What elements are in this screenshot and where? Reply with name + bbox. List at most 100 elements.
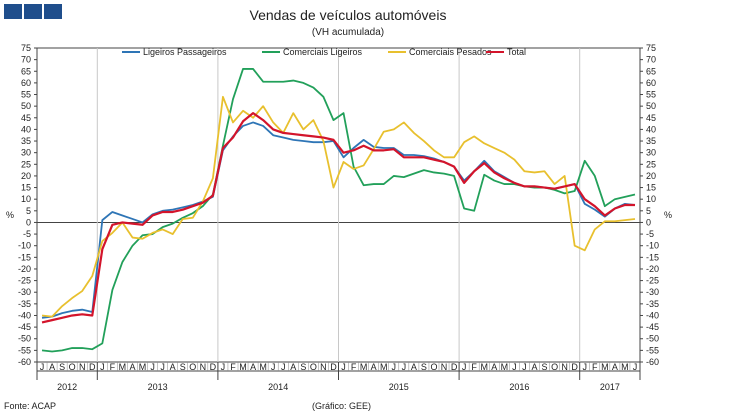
y-tick-label-right: 0 bbox=[646, 217, 651, 227]
y-tick-label-right: 75 bbox=[646, 43, 656, 53]
y-axis-label-right: % bbox=[664, 210, 672, 220]
logo bbox=[4, 4, 62, 19]
y-tick-label-left: 0 bbox=[26, 217, 31, 227]
x-month-label: N bbox=[441, 362, 448, 372]
y-tick-label-left: 45 bbox=[21, 113, 31, 123]
y-tick-label-right: -25 bbox=[646, 276, 659, 286]
y-tick-label-right: 25 bbox=[646, 159, 656, 169]
chart-subtitle: (VH acumulada) bbox=[312, 27, 384, 38]
y-tick-label-right: 60 bbox=[646, 78, 656, 88]
y-tick-label-left: -20 bbox=[18, 264, 31, 274]
x-month-label: A bbox=[411, 362, 417, 372]
x-month-label: M bbox=[139, 362, 147, 372]
y-tick-label-left: 20 bbox=[21, 171, 31, 181]
x-year-label: 2016 bbox=[509, 382, 529, 392]
x-month-label: J bbox=[281, 362, 286, 372]
y-tick-label-right: 40 bbox=[646, 124, 656, 134]
x-month-label: D bbox=[330, 362, 337, 372]
x-month-label: O bbox=[310, 362, 317, 372]
x-month-label: S bbox=[421, 362, 427, 372]
x-month-label: F bbox=[592, 362, 598, 372]
x-month-label: J bbox=[402, 362, 407, 372]
y-tick-label-right: 45 bbox=[646, 113, 656, 123]
y-tick-label-left: -50 bbox=[18, 334, 31, 344]
x-month-label: O bbox=[69, 362, 76, 372]
x-month-label: N bbox=[320, 362, 327, 372]
legend-label: Comerciais Pesados bbox=[409, 47, 492, 57]
y-tick-label-left: 50 bbox=[21, 101, 31, 111]
x-month-label: M bbox=[501, 362, 509, 372]
x-month-label: J bbox=[150, 362, 155, 372]
y-tick-label-right: 10 bbox=[646, 194, 656, 204]
y-tick-label-right: -35 bbox=[646, 299, 659, 309]
y-tick-label-right: 5 bbox=[646, 206, 651, 216]
x-month-label: J bbox=[160, 362, 165, 372]
y-tick-label-left: 35 bbox=[21, 136, 31, 146]
x-month-label: J bbox=[582, 362, 587, 372]
x-month-label: O bbox=[551, 362, 558, 372]
y-tick-label-left: -10 bbox=[18, 241, 31, 251]
y-tick-label-left: 70 bbox=[21, 55, 31, 65]
y-tick-label-right: 55 bbox=[646, 90, 656, 100]
x-month-label: A bbox=[371, 362, 377, 372]
y-tick-label-right: -15 bbox=[646, 252, 659, 262]
y-tick-label-left: 10 bbox=[21, 194, 31, 204]
x-month-label: F bbox=[230, 362, 236, 372]
logo-block bbox=[44, 4, 62, 19]
x-month-label: A bbox=[250, 362, 256, 372]
x-month-label: J bbox=[462, 362, 467, 372]
y-tick-label-left: 5 bbox=[26, 206, 31, 216]
x-month-label: S bbox=[300, 362, 306, 372]
x-month-label: F bbox=[471, 362, 477, 372]
x-month-label: F bbox=[351, 362, 357, 372]
y-tick-label-left: 75 bbox=[21, 43, 31, 53]
y-tick-label-left: 15 bbox=[21, 183, 31, 193]
y-tick-label-right: -20 bbox=[646, 264, 659, 274]
x-year-label: 2013 bbox=[148, 382, 168, 392]
y-axis-label-left: % bbox=[6, 210, 14, 220]
y-tick-label-right: -10 bbox=[646, 241, 659, 251]
x-month-label: N bbox=[561, 362, 568, 372]
x-month-label: A bbox=[290, 362, 296, 372]
x-year-label: 2017 bbox=[600, 382, 620, 392]
y-tick-label-right: -50 bbox=[646, 334, 659, 344]
y-tick-label-left: 55 bbox=[21, 90, 31, 100]
x-month-label: A bbox=[49, 362, 55, 372]
y-tick-label-left: 30 bbox=[21, 148, 31, 158]
x-month-label: J bbox=[633, 362, 638, 372]
x-month-label: M bbox=[621, 362, 629, 372]
x-month-label: J bbox=[522, 362, 527, 372]
x-month-label: D bbox=[571, 362, 578, 372]
y-tick-label-left: -60 bbox=[18, 357, 31, 367]
x-month-label: D bbox=[210, 362, 217, 372]
y-tick-label-right: 65 bbox=[646, 66, 656, 76]
y-tick-label-left: -15 bbox=[18, 252, 31, 262]
credit-note: (Gráfico: GEE) bbox=[312, 401, 372, 411]
x-month-label: A bbox=[129, 362, 135, 372]
y-tick-label-left: 40 bbox=[21, 124, 31, 134]
y-tick-label-left: -25 bbox=[18, 276, 31, 286]
y-tick-label-right: -45 bbox=[646, 322, 659, 332]
y-tick-label-right: -55 bbox=[646, 345, 659, 355]
logo-block bbox=[4, 4, 22, 19]
x-month-label: J bbox=[221, 362, 226, 372]
x-month-label: M bbox=[360, 362, 368, 372]
x-month-label: A bbox=[531, 362, 537, 372]
y-tick-label-right: 35 bbox=[646, 136, 656, 146]
x-month-label: J bbox=[512, 362, 517, 372]
x-month-label: J bbox=[392, 362, 397, 372]
x-month-label: F bbox=[110, 362, 116, 372]
x-month-label: O bbox=[430, 362, 437, 372]
y-tick-label-left: -30 bbox=[18, 287, 31, 297]
y-tick-label-right: 50 bbox=[646, 101, 656, 111]
y-tick-label-left: 65 bbox=[21, 66, 31, 76]
x-month-label: A bbox=[170, 362, 176, 372]
legend-label: Comerciais Ligeiros bbox=[283, 47, 363, 57]
series-line bbox=[41, 95, 636, 318]
y-tick-label-left: -55 bbox=[18, 345, 31, 355]
x-month-label: M bbox=[239, 362, 247, 372]
x-month-label: A bbox=[491, 362, 497, 372]
x-month-label: N bbox=[79, 362, 86, 372]
chart-title: Vendas de veículos automóveis bbox=[250, 7, 447, 23]
